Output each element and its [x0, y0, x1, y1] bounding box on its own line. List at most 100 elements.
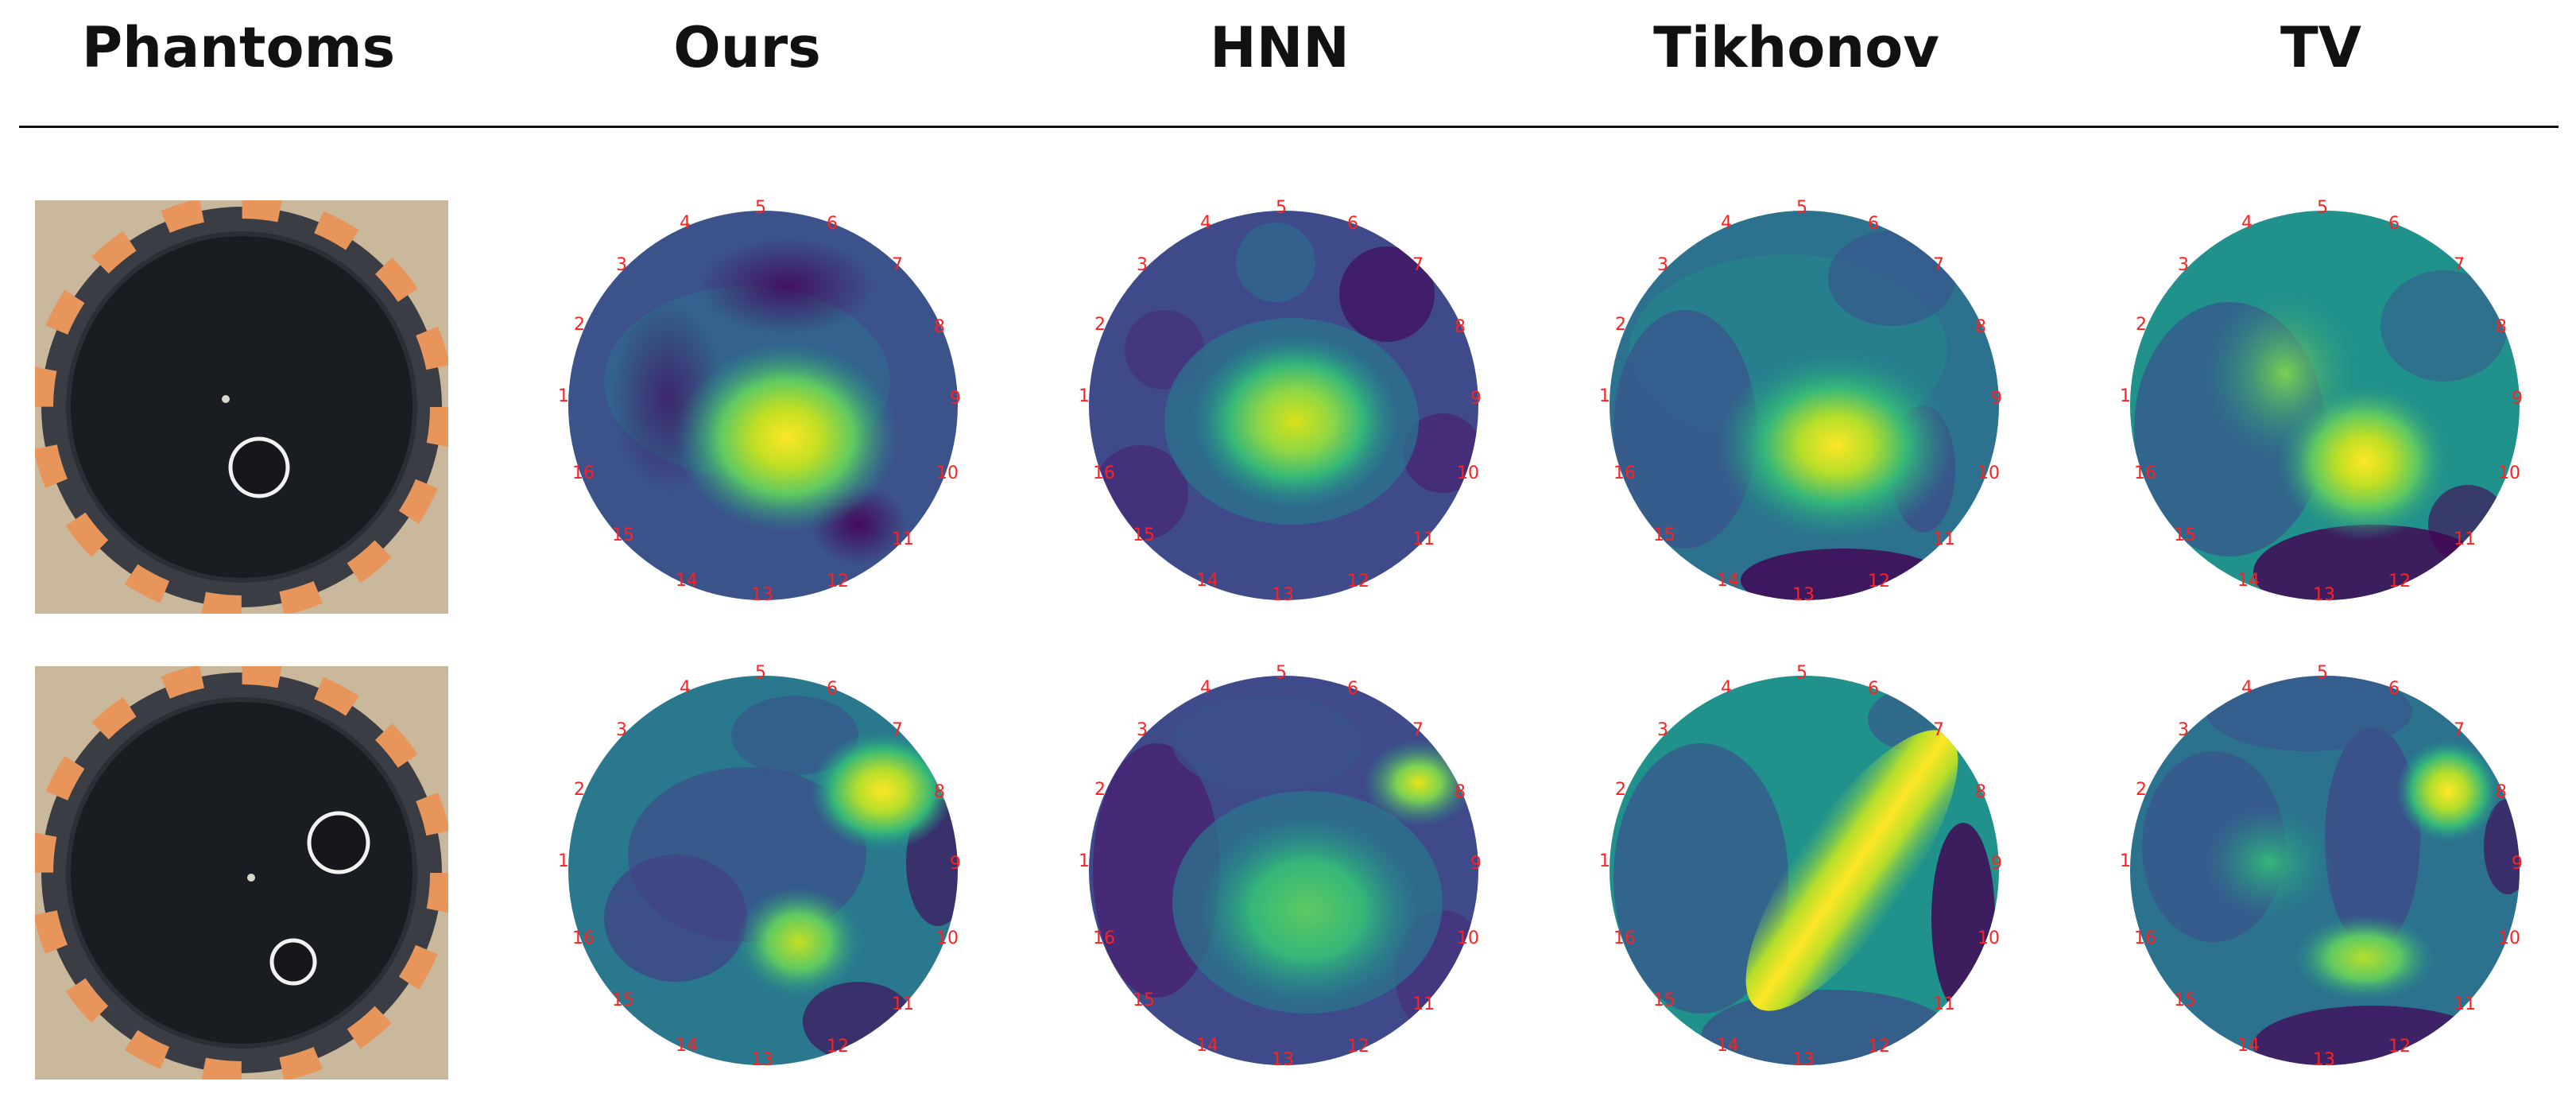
svg-text:3: 3: [1657, 255, 1668, 275]
svg-text:13: 13: [2313, 1050, 2335, 1070]
svg-text:2: 2: [574, 315, 585, 335]
svg-text:6: 6: [827, 214, 838, 234]
svg-text:1: 1: [558, 386, 569, 406]
svg-text:5: 5: [1276, 198, 1287, 218]
svg-text:11: 11: [1412, 529, 1435, 549]
svg-text:12: 12: [827, 1037, 849, 1056]
svg-text:11: 11: [892, 994, 914, 1014]
electrode-labels: 1 2 3 4 5 6 7 8 9 10 11 12 13 14 15 16: [1079, 663, 1482, 1070]
svg-text:11: 11: [1933, 529, 1955, 549]
svg-text:9: 9: [1470, 854, 1482, 874]
svg-text:13: 13: [1272, 1050, 1294, 1070]
svg-text:1: 1: [1079, 386, 1090, 406]
svg-text:14: 14: [1717, 1036, 1739, 1056]
electrode-labels: 1 2 3 4 5 6 7 8 9 10 11 12 13 14 15 16: [2120, 663, 2523, 1070]
svg-text:11: 11: [2454, 529, 2476, 549]
svg-text:2: 2: [1615, 315, 1626, 335]
svg-text:3: 3: [2178, 720, 2189, 740]
svg-text:15: 15: [612, 525, 634, 545]
svg-text:8: 8: [1975, 317, 1986, 337]
svg-text:6: 6: [2388, 679, 2400, 699]
svg-text:3: 3: [616, 720, 627, 740]
svg-text:8: 8: [2496, 317, 2507, 337]
svg-text:4: 4: [1721, 678, 1732, 698]
svg-text:2: 2: [1615, 780, 1626, 800]
svg-text:13: 13: [751, 1050, 773, 1070]
svg-text:15: 15: [1653, 525, 1675, 545]
svg-text:5: 5: [755, 198, 766, 218]
svg-text:12: 12: [1347, 1037, 1369, 1056]
svg-text:7: 7: [892, 720, 903, 740]
svg-text:15: 15: [1653, 991, 1675, 1010]
recon-hnn-row2: 1 2 3 4 5 6 7 8 9 10 11 12 13 14 15 16: [1069, 656, 1498, 1089]
svg-text:4: 4: [1200, 213, 1211, 233]
svg-text:2: 2: [2136, 315, 2147, 335]
svg-text:11: 11: [1933, 994, 1955, 1014]
recon-ours-row1: 1 2 3 4 5 6 7 8 9 10 11 12 13 14 15 16: [548, 191, 978, 624]
phantom-photo-row1: [35, 200, 448, 614]
svg-text:3: 3: [1137, 720, 1148, 740]
svg-text:6: 6: [1347, 679, 1358, 699]
recon-tv-row2: 1 2 3 4 5 6 7 8 9 10 11 12 13 14 15 16: [2110, 656, 2539, 1089]
svg-text:4: 4: [2241, 213, 2253, 233]
svg-text:7: 7: [892, 255, 903, 275]
svg-text:9: 9: [1991, 389, 2002, 409]
svg-text:1: 1: [2120, 851, 2131, 871]
svg-text:12: 12: [2388, 1037, 2411, 1056]
svg-text:8: 8: [934, 317, 945, 337]
header-divider: [19, 126, 2559, 128]
svg-text:16: 16: [572, 463, 595, 483]
svg-text:6: 6: [2388, 214, 2400, 234]
svg-text:11: 11: [892, 529, 914, 549]
phantom-photo-row2: [35, 666, 448, 1080]
recon-tikhonov-row1: 1 2 3 4 5 6 7 8 9 10 11 12 13 14 15 16: [1590, 191, 2019, 624]
svg-text:4: 4: [680, 678, 691, 698]
svg-text:11: 11: [2454, 994, 2476, 1014]
svg-text:12: 12: [2388, 572, 2411, 591]
svg-text:7: 7: [1933, 720, 1944, 740]
svg-text:11: 11: [1412, 994, 1435, 1014]
svg-text:12: 12: [1868, 572, 1890, 591]
svg-text:2: 2: [1094, 315, 1106, 335]
electrode-labels: 1 2 3 4 5 6 7 8 9 10 11 12 13 14 15 16: [1599, 663, 2002, 1070]
header-ours: Ours: [673, 15, 821, 80]
svg-text:16: 16: [1093, 928, 1115, 948]
svg-text:14: 14: [2237, 571, 2260, 591]
svg-text:8: 8: [2496, 782, 2507, 802]
svg-text:3: 3: [1137, 255, 1148, 275]
electrode-labels: 1 2 3 4 5 6 7 8 9 10 11 12 13 14 15 16: [1599, 198, 2002, 605]
svg-text:7: 7: [1933, 255, 1944, 275]
svg-text:14: 14: [676, 571, 698, 591]
svg-text:14: 14: [1196, 571, 1218, 591]
header-tikhonov: Tikhonov: [1653, 15, 1939, 80]
svg-text:4: 4: [2241, 678, 2253, 698]
svg-text:10: 10: [936, 463, 959, 483]
svg-text:16: 16: [572, 928, 595, 948]
svg-text:3: 3: [616, 255, 627, 275]
svg-text:7: 7: [2454, 255, 2465, 275]
svg-text:10: 10: [936, 928, 959, 948]
svg-text:2: 2: [1094, 780, 1106, 800]
recon-tv-row1: 1 2 3 4 5 6 7 8 9 10 11 12 13 14 15 16: [2110, 191, 2539, 624]
svg-text:10: 10: [1457, 928, 1479, 948]
svg-text:8: 8: [1455, 782, 1466, 802]
svg-text:16: 16: [2134, 463, 2156, 483]
svg-text:9: 9: [1470, 389, 1482, 409]
electrode-labels: 1 2 3 4 5 6 7 8 9 10 11 12 13 14 15 16: [2120, 198, 2523, 605]
svg-text:1: 1: [558, 851, 569, 871]
svg-text:14: 14: [1717, 571, 1739, 591]
svg-text:4: 4: [1721, 213, 1732, 233]
svg-text:3: 3: [2178, 255, 2189, 275]
svg-text:9: 9: [950, 389, 961, 409]
svg-text:1: 1: [1599, 851, 1610, 871]
header-tv: TV: [2280, 15, 2361, 80]
svg-text:4: 4: [1200, 678, 1211, 698]
svg-text:9: 9: [2512, 854, 2523, 874]
svg-text:1: 1: [2120, 386, 2131, 406]
svg-text:14: 14: [1196, 1036, 1218, 1056]
svg-text:16: 16: [1613, 928, 1636, 948]
svg-text:12: 12: [1347, 572, 1369, 591]
svg-text:10: 10: [1978, 928, 2000, 948]
svg-text:15: 15: [2174, 991, 2196, 1010]
svg-text:12: 12: [1868, 1037, 1890, 1056]
